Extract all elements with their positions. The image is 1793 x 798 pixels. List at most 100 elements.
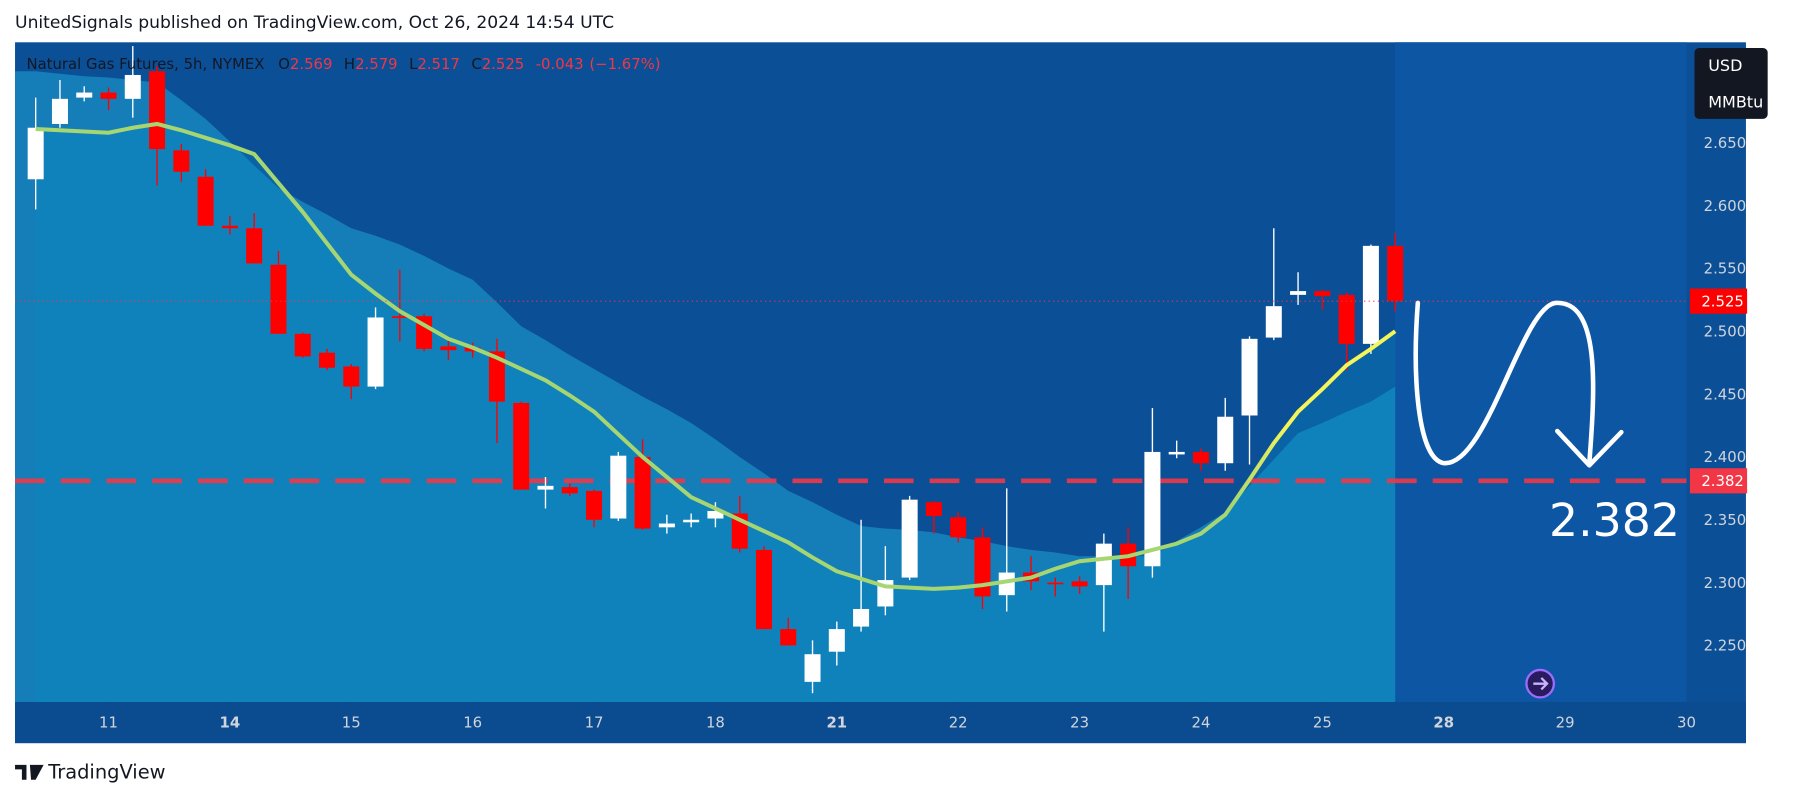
candle-body bbox=[658, 523, 675, 528]
legend-item: 2.569 bbox=[290, 55, 333, 73]
candle-body bbox=[100, 92, 117, 99]
candle-body bbox=[1095, 543, 1112, 586]
y-tick-label: 2.250 bbox=[1704, 637, 1747, 655]
candle-body bbox=[998, 572, 1015, 596]
x-tick-label: 15 bbox=[342, 714, 361, 732]
legend: Natural Gas Futures, 5h, NYMEX O2.569 H2.5… bbox=[26, 55, 660, 73]
candle-body bbox=[124, 74, 141, 99]
legend-item: O bbox=[278, 55, 290, 73]
candle-body bbox=[1387, 245, 1404, 302]
candle-body bbox=[1338, 294, 1355, 344]
legend-item: -0.043 bbox=[536, 55, 584, 73]
candle-body bbox=[270, 264, 287, 334]
time-axis bbox=[15, 701, 1746, 744]
candle-body bbox=[294, 333, 311, 357]
candle-body bbox=[246, 228, 263, 264]
ma-area bbox=[35, 123, 1396, 702]
candle-body bbox=[367, 317, 384, 387]
x-tick-label: 24 bbox=[1192, 714, 1211, 732]
footer-logo: TradingView bbox=[15, 760, 166, 783]
y-tick-label: 2.600 bbox=[1704, 197, 1747, 215]
logo-mark bbox=[15, 764, 44, 780]
candle-body bbox=[343, 366, 360, 387]
x-tick-label: 22 bbox=[949, 714, 968, 732]
candle-body bbox=[1168, 451, 1185, 455]
replay-arrow bbox=[1533, 677, 1549, 691]
x-tick-label: 14 bbox=[220, 714, 241, 732]
y-tick-label: 2.500 bbox=[1704, 323, 1747, 341]
level-label: 2.382 bbox=[1701, 472, 1744, 490]
y-tick-label: 2.350 bbox=[1704, 511, 1747, 529]
x-tick-label: 16 bbox=[463, 714, 482, 732]
x-tick-label: 29 bbox=[1556, 714, 1575, 732]
candle-body bbox=[1192, 451, 1209, 464]
legend-item: 2.517 bbox=[417, 55, 460, 73]
x-tick-label: 11 bbox=[99, 714, 118, 732]
candle-body bbox=[1241, 338, 1258, 416]
candle-body bbox=[925, 502, 942, 517]
candle-body bbox=[513, 402, 530, 490]
areas bbox=[15, 71, 1396, 702]
legend-item: 2.525 bbox=[482, 55, 525, 73]
x-tick-label: 28 bbox=[1433, 714, 1454, 732]
candle-body bbox=[950, 517, 967, 538]
last-price-box bbox=[1689, 288, 1748, 314]
candle-body bbox=[1290, 291, 1307, 295]
candle-body bbox=[537, 485, 554, 490]
candle-body bbox=[804, 654, 821, 682]
x-tick-label: 23 bbox=[1070, 714, 1089, 732]
marks: 2.250 2.300 2.350 2.400 2.450 2.500 2.550 2.600… bbox=[15, 46, 1748, 732]
candle-body bbox=[173, 150, 190, 172]
legend-item: (−1.67%) bbox=[589, 55, 660, 73]
candle-body bbox=[27, 127, 44, 180]
brand: TradingView bbox=[47, 760, 165, 783]
currency: USD bbox=[1708, 56, 1742, 75]
x-tick-label: 25 bbox=[1313, 714, 1332, 732]
candle-body bbox=[318, 352, 336, 368]
unit: MMBtu bbox=[1708, 92, 1763, 111]
candle-body bbox=[755, 549, 772, 630]
candle-body bbox=[828, 629, 845, 652]
publish-header: UnitedSignals published on TradingView.c… bbox=[15, 13, 614, 33]
arrow-head bbox=[1555, 428, 1624, 468]
candle-body bbox=[51, 98, 68, 124]
last-price-label: 2.525 bbox=[1701, 292, 1744, 310]
currency-box bbox=[1694, 48, 1768, 119]
legend-item: C bbox=[471, 55, 481, 73]
candle-body bbox=[1362, 245, 1379, 344]
candle-body bbox=[1047, 582, 1064, 585]
level-box bbox=[1689, 468, 1748, 494]
y-tick-label: 2.550 bbox=[1704, 260, 1747, 278]
candle-body bbox=[1071, 581, 1088, 587]
band-area bbox=[15, 71, 1396, 702]
candle-body bbox=[221, 225, 238, 229]
candle-body bbox=[707, 510, 724, 519]
candle-body bbox=[76, 92, 93, 98]
candle-body bbox=[586, 490, 603, 520]
forecast-arrow bbox=[1413, 300, 1596, 466]
x-tick-label: 30 bbox=[1677, 714, 1696, 732]
candle-body bbox=[1265, 306, 1282, 338]
x-tick-label: 18 bbox=[706, 714, 725, 732]
level-annotation: 2.382 bbox=[1549, 494, 1680, 547]
x-tick-label: 17 bbox=[585, 714, 604, 732]
candle-body bbox=[610, 455, 627, 519]
y-tick-label: 2.300 bbox=[1704, 574, 1747, 592]
legend-item: Natural Gas Futures, 5h, NYMEX bbox=[26, 55, 264, 73]
candle-body bbox=[1144, 451, 1161, 567]
candle-body bbox=[780, 629, 797, 646]
y-tick-label: 2.650 bbox=[1704, 134, 1747, 152]
future-area bbox=[1394, 42, 1687, 702]
candle-body bbox=[634, 456, 651, 529]
candle-body bbox=[1314, 291, 1331, 297]
legend-item: L bbox=[409, 55, 418, 73]
candle-body bbox=[901, 499, 918, 578]
ma-line bbox=[35, 121, 1397, 591]
candle-body bbox=[561, 487, 578, 494]
candle-body bbox=[488, 351, 505, 402]
candle-body bbox=[974, 537, 991, 597]
y-tick-label: 2.400 bbox=[1704, 448, 1747, 466]
candle-body bbox=[440, 346, 457, 351]
